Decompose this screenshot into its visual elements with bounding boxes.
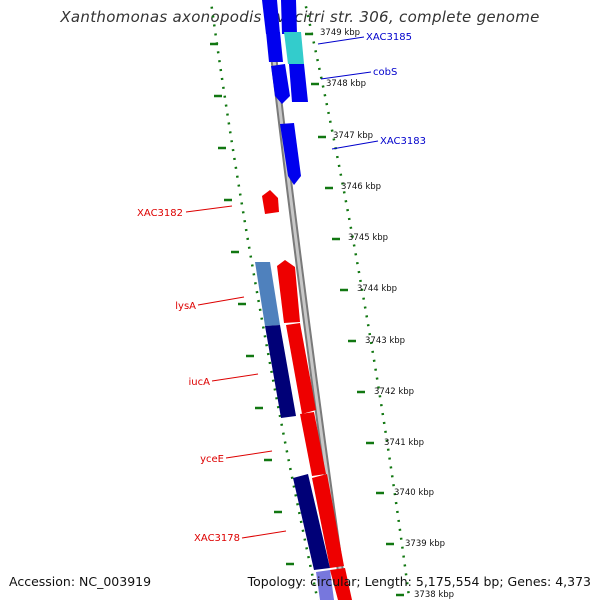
gene-label-xac3185: XAC3185 [366, 32, 412, 43]
gene-arrow-xac3182-strand [277, 260, 300, 323]
tick-label: 3744 kbp [357, 284, 397, 294]
reverse-strand-features [255, 0, 334, 600]
gene-arrow-iuca-left [265, 325, 296, 418]
gene-arrow-ycee [312, 474, 344, 568]
gene-arrow-left-2 [266, 32, 283, 62]
tick-label: 3748 kbp [326, 79, 366, 89]
tick-label: 3742 kbp [374, 387, 414, 397]
topology-text: Topology: circular; Length: 5,175,554 bp… [247, 574, 591, 589]
gene-arrow-xac3178 [330, 568, 352, 600]
tick-label: 3745 kbp [348, 233, 388, 243]
tick-label: 3749 kbp [320, 28, 360, 38]
gene-arrow-xac3185 [281, 0, 297, 34]
outer-dotted-ring [303, 0, 411, 600]
leader-lines [185, 36, 379, 539]
forward-strand-features [277, 0, 352, 600]
gene-arrow-iuca [300, 412, 326, 476]
tick-label: 3738 kbp [414, 590, 454, 600]
tick-labels: 3749 kbp 3748 kbp 3747 kbp 3746 kbp 3745… [320, 28, 454, 600]
gene-arrow-xac3178-left [293, 474, 330, 570]
accession-text: Accession: NC_003919 [9, 574, 152, 589]
gene-arrow-xac3182 [262, 190, 279, 214]
gene-label-xac3183: XAC3183 [380, 136, 426, 147]
gene-label-xac3178: XAC3178 [194, 533, 240, 544]
tick-marks [210, 32, 404, 597]
tick-label: 3741 kbp [384, 438, 424, 448]
gene-label-lysa: lysA [175, 301, 196, 312]
gene-label-cobs: cobS [373, 67, 397, 78]
tick-label: 3740 kbp [394, 488, 434, 498]
gene-arrow-left-1 [262, 0, 280, 34]
tick-label: 3746 kbp [341, 182, 381, 192]
gene-arrow-bottom-lilac [316, 570, 334, 600]
tick-label: 3743 kbp [365, 336, 405, 346]
gene-label-xac3182: XAC3182 [137, 208, 183, 219]
gene-arrow-xac3183 [280, 123, 301, 185]
tick-label: 3747 kbp [333, 131, 373, 141]
map-title: Xanthomonas axonopodis pv. citri str. 30… [60, 8, 540, 26]
gene-labels: XAC3185 cobS XAC3183 XAC3182 lysA iucA y… [137, 32, 426, 544]
gene-arrow-cobs [289, 64, 308, 102]
gene-label-iuca: iucA [189, 377, 211, 388]
gene-label-ycee: yceE [200, 454, 224, 465]
gene-arrow-xac3185-segment [284, 32, 304, 64]
gene-arrow-left-3 [271, 64, 290, 104]
gene-arrow-lysa-left [255, 262, 280, 326]
gene-arrow-lysa [286, 323, 316, 414]
tick-label: 3739 kbp [405, 539, 445, 549]
